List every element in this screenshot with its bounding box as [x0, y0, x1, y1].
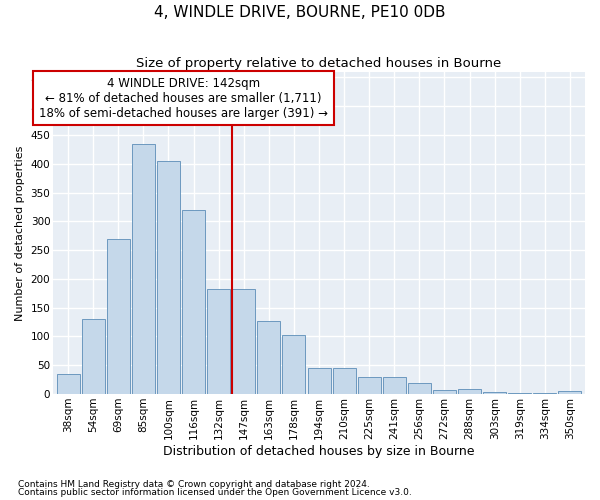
X-axis label: Distribution of detached houses by size in Bourne: Distribution of detached houses by size …	[163, 444, 475, 458]
Bar	[56, 374, 80, 394]
Bar	[408, 383, 431, 394]
Text: Contains public sector information licensed under the Open Government Licence v3: Contains public sector information licen…	[18, 488, 412, 497]
Bar	[483, 392, 506, 394]
Bar	[257, 321, 280, 394]
Bar	[232, 288, 256, 394]
Bar	[533, 393, 556, 394]
Text: 4, WINDLE DRIVE, BOURNE, PE10 0DB: 4, WINDLE DRIVE, BOURNE, PE10 0DB	[154, 5, 446, 20]
Bar	[107, 238, 130, 394]
Bar	[308, 368, 331, 394]
Bar	[207, 288, 230, 394]
Bar	[383, 378, 406, 394]
Bar	[508, 393, 532, 394]
Bar	[433, 390, 456, 394]
Bar	[82, 319, 105, 394]
Title: Size of property relative to detached houses in Bourne: Size of property relative to detached ho…	[136, 58, 502, 70]
Bar	[458, 389, 481, 394]
Y-axis label: Number of detached properties: Number of detached properties	[15, 145, 25, 320]
Bar	[332, 368, 356, 394]
Bar	[157, 161, 180, 394]
Bar	[283, 334, 305, 394]
Bar	[132, 144, 155, 394]
Bar	[559, 390, 581, 394]
Bar	[358, 378, 381, 394]
Text: Contains HM Land Registry data © Crown copyright and database right 2024.: Contains HM Land Registry data © Crown c…	[18, 480, 370, 489]
Text: 4 WINDLE DRIVE: 142sqm
← 81% of detached houses are smaller (1,711)
18% of semi-: 4 WINDLE DRIVE: 142sqm ← 81% of detached…	[39, 76, 328, 120]
Bar	[182, 210, 205, 394]
